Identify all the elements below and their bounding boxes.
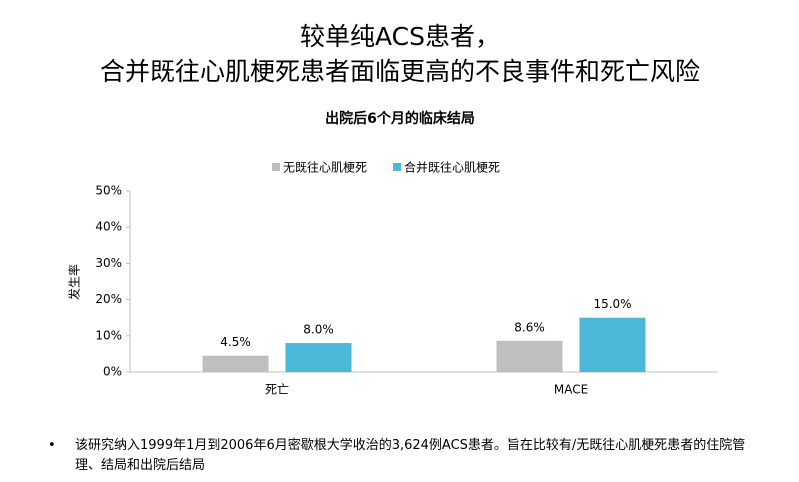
chart-title: 较单纯ACS患者， [300, 22, 500, 51]
legend-swatch [393, 163, 401, 171]
chart-subtitle: 出院后6个月的临床结局 [325, 110, 475, 127]
bar [202, 355, 269, 372]
bullet: • [48, 438, 56, 453]
y-tick-label: 50% [95, 184, 122, 198]
value-label: 8.6% [514, 320, 545, 334]
bar [285, 343, 352, 372]
legend-swatch [272, 163, 280, 171]
legend-label: 无既往心肌梗死 [283, 160, 367, 175]
chart: 较单纯ACS患者， 合并既往心肌梗死患者面临更高的不良事件和死亡风险 出院后6个… [67, 22, 718, 397]
bar [579, 317, 646, 372]
value-label: 15.0% [593, 297, 631, 311]
y-tick-label: 20% [95, 292, 122, 306]
y-tick-label: 30% [95, 256, 122, 270]
legend-label: 合并既往心肌梗死 [404, 160, 500, 175]
chart-title: 合并既往心肌梗死患者面临更高的不良事件和死亡风险 [100, 57, 700, 86]
y-tick-label: 0% [103, 365, 122, 379]
bar [496, 340, 563, 372]
y-tick-label: 40% [95, 220, 122, 234]
y-tick-label: 10% [95, 328, 122, 342]
x-tick-label: 死亡 [265, 383, 289, 397]
value-label: 8.0% [303, 323, 334, 337]
x-tick-label: MACE [554, 383, 588, 397]
value-label: 4.5% [220, 335, 251, 349]
footnote: 该研究纳入1999年1月到2006年6月密歇根大学收治的3,624例ACS患者。… [75, 438, 746, 473]
y-axis-label: 发生率 [67, 264, 82, 300]
